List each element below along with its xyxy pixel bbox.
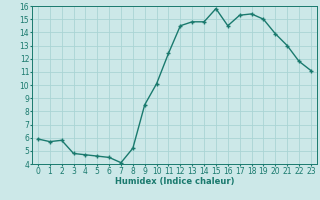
X-axis label: Humidex (Indice chaleur): Humidex (Indice chaleur) (115, 177, 234, 186)
